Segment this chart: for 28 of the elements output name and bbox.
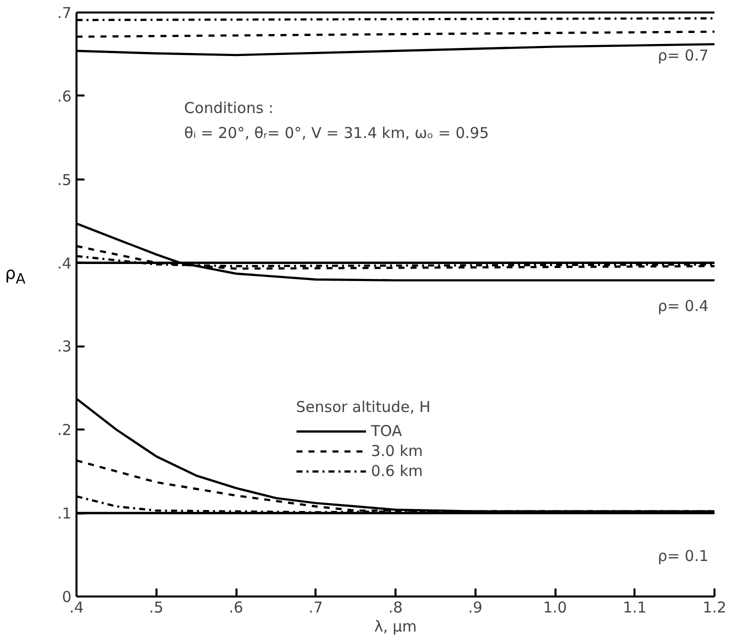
x-tick-label: 1.2 — [702, 598, 726, 616]
annotation: Conditions : — [184, 98, 274, 117]
legend-label: TOA — [371, 422, 402, 440]
x-axis-title: λ, μm — [374, 618, 417, 636]
x-tick-label: .4 — [69, 598, 84, 616]
legend-label: 0.6 km — [371, 462, 423, 480]
x-tick-label: 1.0 — [543, 598, 567, 616]
x-tick-label: .6 — [228, 598, 244, 616]
y-tick-label: .1 — [57, 504, 72, 523]
annotation: ρ= 0.7 — [658, 46, 709, 64]
legend-label: 3.0 km — [371, 442, 423, 460]
x-tick-label: .8 — [388, 598, 403, 616]
y-tick-label: .6 — [57, 87, 72, 106]
y-tick-label: .4 — [57, 254, 72, 272]
x-tick-label: .9 — [468, 598, 482, 616]
y-tick-label: .3 — [57, 338, 72, 356]
x-tick-label: 1.1 — [622, 598, 647, 616]
annotation: θᵢ = 20°, θᵣ= 0°, V = 31.4 km, ωₒ = 0.95 — [184, 124, 489, 142]
ref-line-label: ρ= 0.4 — [658, 296, 709, 315]
legend-title: Sensor altitude, H — [296, 398, 431, 416]
y-tick-label: .2 — [57, 421, 72, 440]
y-tick-label: .7 — [57, 4, 72, 22]
y-tick-label: 0 — [62, 588, 72, 606]
y-tick-label: .5 — [57, 170, 72, 189]
x-tick-label: .7 — [308, 598, 323, 616]
ref-line-label: ρ= 0.1 — [658, 547, 709, 566]
x-tick-label: .5 — [149, 598, 164, 616]
y-axis-title: ρ$_{A}$ — [5, 263, 26, 290]
